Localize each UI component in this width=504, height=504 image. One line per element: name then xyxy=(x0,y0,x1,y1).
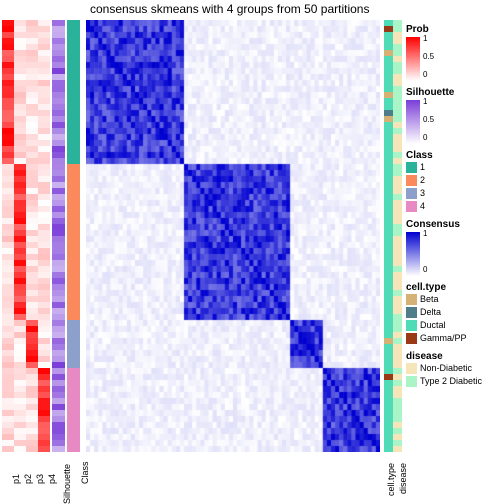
prob-col-p2 xyxy=(14,20,26,452)
legend-item: Gamma/PP xyxy=(406,332,502,345)
prob-col-p4 xyxy=(38,20,50,452)
consensus-heatmap xyxy=(86,20,380,452)
legend-item: Beta xyxy=(406,293,502,306)
legend-title: disease xyxy=(406,351,502,362)
p3-label: p3 xyxy=(35,474,45,484)
legends-panel: Prob10.50Silhouette10.50Class1234Consens… xyxy=(406,18,502,388)
legend-item: 4 xyxy=(406,200,502,213)
legend-gradient xyxy=(406,232,420,276)
p1-label: p1 xyxy=(11,474,21,484)
plot-title: consensus skmeans with 4 groups from 50 … xyxy=(90,2,369,16)
legend-title: Consensus xyxy=(406,219,502,230)
legend-item: Non-Diabetic xyxy=(406,362,502,375)
cell-type-column xyxy=(384,20,393,452)
silhouette-column xyxy=(52,20,65,452)
prob-col-p1 xyxy=(2,20,14,452)
probability-columns xyxy=(2,20,50,452)
legend-item: Delta xyxy=(406,306,502,319)
legend-item: 2 xyxy=(406,174,502,187)
celltype-axis-label: cell.type xyxy=(386,463,396,496)
legend-item: 1 xyxy=(406,161,502,174)
main-plot-area xyxy=(2,20,402,452)
legend-title: cell.type xyxy=(406,282,502,293)
legend-title: Silhouette xyxy=(406,87,502,98)
legend-title: Prob xyxy=(406,24,502,35)
legend-title: Class xyxy=(406,150,502,161)
legend-gradient xyxy=(406,37,420,81)
class-axis-label: Class xyxy=(80,461,90,484)
disease-column xyxy=(393,20,402,452)
legend-item: Type 2 Diabetic xyxy=(406,375,502,388)
p4-label: p4 xyxy=(47,474,57,484)
disease-axis-label: disease xyxy=(398,463,408,494)
legend-gradient xyxy=(406,100,420,144)
class-column xyxy=(67,20,80,452)
legend-item: Ductal xyxy=(406,319,502,332)
prob-col-p3 xyxy=(26,20,38,452)
p2-label: p2 xyxy=(23,474,33,484)
silhouette-axis-label: Silhouette xyxy=(62,464,72,504)
legend-item: 3 xyxy=(406,187,502,200)
